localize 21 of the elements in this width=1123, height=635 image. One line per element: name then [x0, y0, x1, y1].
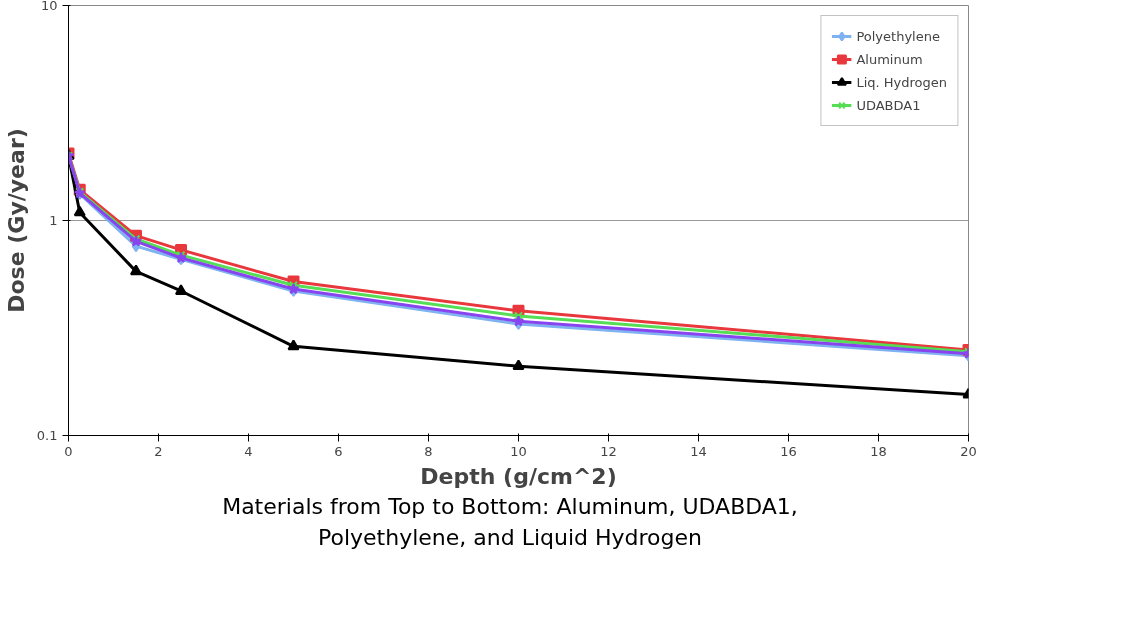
x-tick-label: 18	[870, 443, 887, 459]
x-tick-label: 4	[244, 443, 253, 459]
x-tick-label: 10	[510, 443, 527, 459]
x-tick-label: 16	[780, 443, 797, 459]
text: Materials from Top to Bottom: Aluminum, UDABDA1, Polyethylene, and Liquid Hydrogen	[221, 493, 799, 553]
legend-label: UDABDA1	[856, 97, 921, 113]
y-tick-label: 0.1	[36, 428, 58, 443]
x-tick-label: 8	[424, 443, 433, 459]
y-tick-label: 10	[40, 0, 58, 13]
x-tick-label: 2	[154, 443, 163, 459]
x-axis-title: Depth (g/cm^2)	[420, 463, 617, 489]
y-tick-label: 1	[49, 213, 58, 228]
x-tick-label: 6	[334, 443, 343, 459]
legend-label: Liq. Hydrogen	[856, 74, 947, 90]
legend-label: Polyethylene	[856, 28, 940, 44]
legend-label: Aluminum	[856, 51, 923, 67]
x-tick-label: 20	[960, 443, 977, 459]
y-axis-title: Dose (Gy/year)	[3, 128, 29, 313]
x-tick-label: 12	[600, 443, 617, 459]
x-tick-label: 0	[64, 443, 73, 459]
x-tick-label: 14	[690, 443, 707, 459]
